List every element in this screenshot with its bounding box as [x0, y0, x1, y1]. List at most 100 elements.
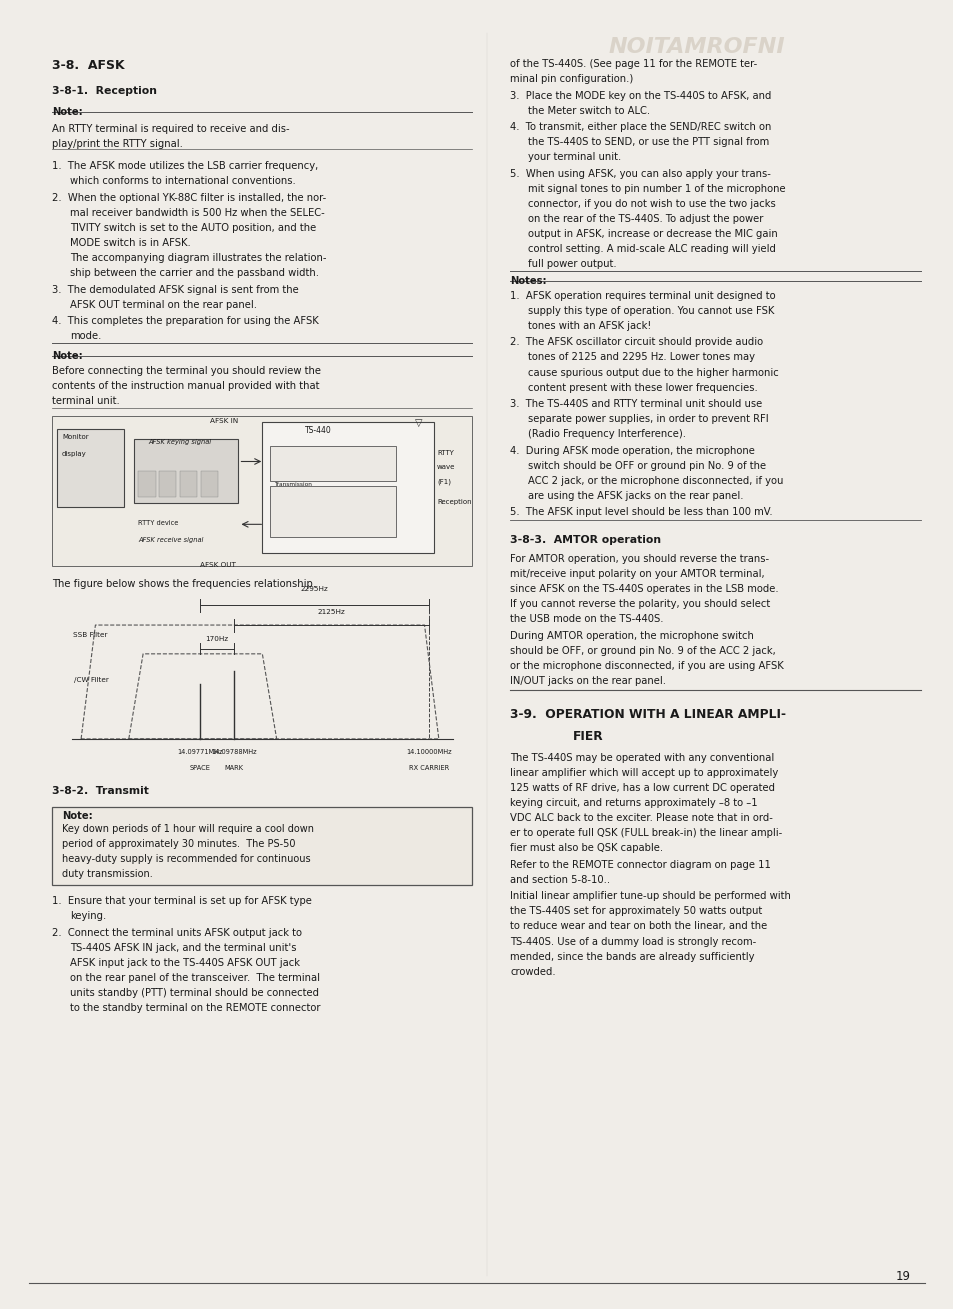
Text: play/print the RTTY signal.: play/print the RTTY signal. — [52, 139, 183, 149]
Text: 2.  Connect the terminal units AFSK output jack to: 2. Connect the terminal units AFSK outpu… — [52, 928, 302, 937]
Bar — [262, 423, 434, 554]
Text: or the microphone disconnected, if you are using AFSK: or the microphone disconnected, if you a… — [510, 661, 783, 672]
Text: ACC 2 jack, or the microphone disconnected, if you: ACC 2 jack, or the microphone disconnect… — [527, 476, 782, 486]
Text: 4.  To transmit, either place the SEND/REC switch on: 4. To transmit, either place the SEND/RE… — [510, 122, 771, 132]
Text: contents of the instruction manual provided with that: contents of the instruction manual provi… — [52, 381, 319, 391]
Text: NOITAMROFNI: NOITAMROFNI — [607, 37, 784, 56]
Bar — [270, 446, 395, 482]
Text: on the rear of the TS-440S. To adjust the power: on the rear of the TS-440S. To adjust th… — [527, 213, 762, 224]
Text: Key down periods of 1 hour will require a cool down: Key down periods of 1 hour will require … — [62, 823, 314, 834]
Text: crowded.: crowded. — [510, 966, 556, 977]
Text: your terminal unit.: your terminal unit. — [527, 152, 620, 162]
Text: 2125Hz: 2125Hz — [317, 609, 345, 615]
Text: SPACE: SPACE — [190, 764, 211, 771]
Text: the USB mode on the TS-440S.: the USB mode on the TS-440S. — [510, 614, 663, 624]
Text: terminal unit.: terminal unit. — [52, 397, 120, 406]
Text: 3.  The TS-440S and RTTY terminal unit should use: 3. The TS-440S and RTTY terminal unit sh… — [510, 399, 761, 410]
Text: to the standby terminal on the REMOTE connector: to the standby terminal on the REMOTE co… — [70, 1003, 320, 1013]
Text: AFSK OUT: AFSK OUT — [200, 563, 236, 568]
Text: For AMTOR operation, you should reverse the trans-: For AMTOR operation, you should reverse … — [510, 554, 769, 564]
Text: mal receiver bandwidth is 500 Hz when the SELEC-: mal receiver bandwidth is 500 Hz when th… — [70, 208, 324, 217]
Text: MARK: MARK — [224, 764, 243, 771]
Text: Receive: Receive — [279, 493, 305, 499]
Text: During AMTOR operation, the microphone switch: During AMTOR operation, the microphone s… — [510, 631, 754, 641]
Text: to reduce wear and tear on both the linear, and the: to reduce wear and tear on both the line… — [510, 922, 767, 932]
Text: since AFSK on the TS-440S operates in the LSB mode.: since AFSK on the TS-440S operates in th… — [510, 584, 779, 594]
Text: ship between the carrier and the passband width.: ship between the carrier and the passban… — [70, 268, 318, 278]
Bar — [52, 416, 472, 567]
Text: keying.: keying. — [70, 911, 106, 922]
Text: RTTY device: RTTY device — [138, 521, 178, 526]
Text: minal pin configuration.): minal pin configuration.) — [510, 73, 633, 84]
Text: on the rear panel of the transceiver.  The terminal: on the rear panel of the transceiver. Th… — [70, 973, 319, 983]
Bar — [270, 487, 395, 538]
Text: mit signal tones to pin number 1 of the microphone: mit signal tones to pin number 1 of the … — [527, 183, 784, 194]
Bar — [201, 471, 218, 497]
Text: AFSK IN: AFSK IN — [210, 419, 238, 424]
Bar — [133, 440, 238, 504]
Text: TS-440: TS-440 — [305, 427, 332, 435]
Text: switch should be OFF or ground pin No. 9 of the: switch should be OFF or ground pin No. 9… — [527, 461, 765, 471]
Bar — [138, 471, 155, 497]
Text: Note:: Note: — [52, 351, 83, 361]
Text: wave: wave — [436, 465, 455, 470]
Text: cause spurious output due to the higher harmonic: cause spurious output due to the higher … — [527, 368, 778, 377]
Text: Initial linear amplifier tune-up should be performed with: Initial linear amplifier tune-up should … — [510, 891, 790, 902]
Bar — [180, 471, 197, 497]
Text: 5.  The AFSK input level should be less than 100 mV.: 5. The AFSK input level should be less t… — [510, 508, 772, 517]
Text: (Radio Frequency Interference).: (Radio Frequency Interference). — [527, 429, 685, 440]
Text: Monitor: Monitor — [62, 435, 89, 440]
Text: Note:: Note: — [52, 107, 83, 117]
Text: units standby (PTT) terminal should be connected: units standby (PTT) terminal should be c… — [70, 988, 318, 997]
Text: 14.09788MHz: 14.09788MHz — [211, 749, 256, 755]
Text: mitter: mitter — [274, 467, 294, 473]
Text: Before connecting the terminal you should review the: Before connecting the terminal you shoul… — [52, 367, 321, 376]
Text: IN/OUT jacks on the rear panel.: IN/OUT jacks on the rear panel. — [510, 675, 666, 686]
Text: linear amplifier which will accept up to approximately: linear amplifier which will accept up to… — [510, 768, 778, 778]
Bar — [159, 471, 176, 497]
Text: AFSK OUT terminal on the rear panel.: AFSK OUT terminal on the rear panel. — [70, 300, 256, 310]
Text: TS-440S AFSK IN jack, and the terminal unit's: TS-440S AFSK IN jack, and the terminal u… — [70, 942, 295, 953]
Text: 2.  When the optional YK-88C filter is installed, the nor-: 2. When the optional YK-88C filter is in… — [52, 192, 326, 203]
Text: keying circuit, and returns approximately –8 to –1: keying circuit, and returns approximatel… — [510, 798, 758, 808]
Text: Notes:: Notes: — [510, 276, 546, 285]
Text: (F1): (F1) — [436, 479, 451, 486]
Text: AFSK input jack to the TS-440S AFSK OUT jack: AFSK input jack to the TS-440S AFSK OUT … — [70, 958, 299, 967]
Text: full power output.: full power output. — [527, 259, 616, 270]
Text: 14.10000MHz: 14.10000MHz — [406, 749, 452, 755]
Text: 3-8-1.  Reception: 3-8-1. Reception — [52, 86, 157, 96]
Text: An RTTY terminal is required to receive and dis-: An RTTY terminal is required to receive … — [52, 123, 290, 134]
Text: 3.  The demodulated AFSK signal is sent from the: 3. The demodulated AFSK signal is sent f… — [52, 285, 299, 295]
Text: Transmission: Transmission — [274, 483, 312, 487]
Text: 3.  Place the MODE key on the TS-440S to AFSK, and: 3. Place the MODE key on the TS-440S to … — [510, 90, 771, 101]
Text: 3-8-3.  AMTOR operation: 3-8-3. AMTOR operation — [510, 534, 660, 545]
Text: separate power supplies, in order to prevent RFI: separate power supplies, in order to pre… — [527, 414, 767, 424]
Text: 2.  The AFSK oscillator circuit should provide audio: 2. The AFSK oscillator circuit should pr… — [510, 338, 762, 347]
Text: VDC ALC back to the exciter. Please note that in ord-: VDC ALC back to the exciter. Please note… — [510, 813, 773, 823]
Text: MODE switch is in AFSK.: MODE switch is in AFSK. — [70, 238, 191, 247]
Text: 170Hz: 170Hz — [205, 635, 229, 641]
Bar — [52, 808, 472, 885]
Bar — [57, 429, 124, 508]
Text: mit/receive input polarity on your AMTOR terminal,: mit/receive input polarity on your AMTOR… — [510, 569, 764, 579]
Text: Note:: Note: — [62, 812, 92, 821]
Text: /CW Filter: /CW Filter — [74, 677, 110, 683]
Text: 1.  Ensure that your terminal is set up for AFSK type: 1. Ensure that your terminal is set up f… — [52, 895, 312, 906]
Text: 3-9.  OPERATION WITH A LINEAR AMPLI-: 3-9. OPERATION WITH A LINEAR AMPLI- — [510, 708, 785, 721]
Text: The accompanying diagram illustrates the relation-: The accompanying diagram illustrates the… — [70, 253, 326, 263]
Text: RTTY: RTTY — [436, 450, 454, 456]
Text: heavy-duty supply is recommended for continuous: heavy-duty supply is recommended for con… — [62, 853, 311, 864]
Text: 19: 19 — [895, 1270, 910, 1283]
Text: period of approximately 30 minutes.  The PS-50: period of approximately 30 minutes. The … — [62, 839, 295, 848]
Text: should be OFF, or ground pin No. 9 of the ACC 2 jack,: should be OFF, or ground pin No. 9 of th… — [510, 645, 776, 656]
Text: ▽: ▽ — [415, 419, 422, 428]
Text: mended, since the bands are already sufficiently: mended, since the bands are already suff… — [510, 952, 754, 962]
Text: The TS-440S may be operated with any conventional: The TS-440S may be operated with any con… — [510, 753, 774, 763]
Text: TS-440S. Use of a dummy load is strongly recom-: TS-440S. Use of a dummy load is strongly… — [510, 936, 756, 946]
Text: The figure below shows the frequencies relationship.: The figure below shows the frequencies r… — [52, 580, 316, 589]
Text: 125 watts of RF drive, has a low current DC operated: 125 watts of RF drive, has a low current… — [510, 783, 775, 793]
Text: display: display — [62, 452, 87, 457]
Text: supply this type of operation. You cannot use FSK: supply this type of operation. You canno… — [527, 306, 773, 315]
Text: Reception: Reception — [436, 500, 471, 505]
Text: mode.: mode. — [70, 331, 101, 342]
